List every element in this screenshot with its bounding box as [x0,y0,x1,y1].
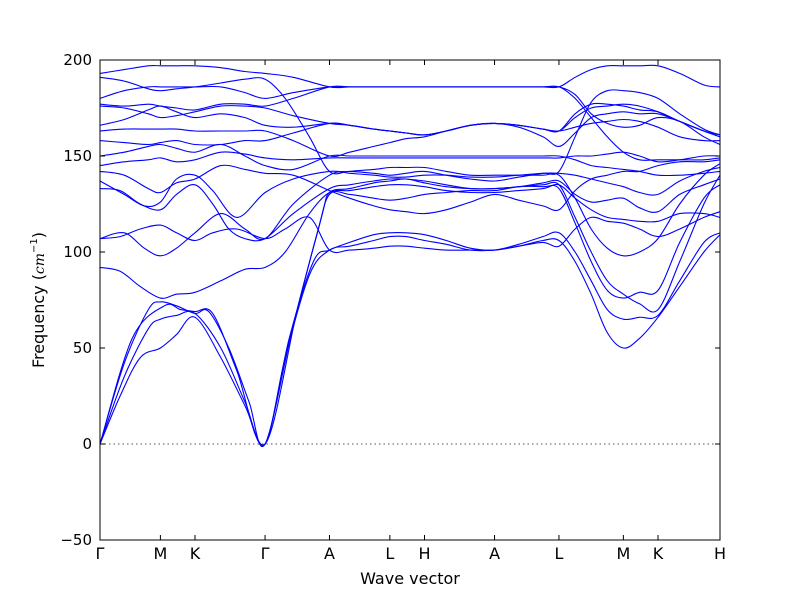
band-line-8 [99,178,721,242]
y-tick-label: 150 [63,147,92,165]
x-tick-label: Γ [261,544,270,563]
band-line-20 [99,64,721,89]
band-line-16 [99,102,721,138]
x-tick-label: H [418,544,430,563]
x-tick-label: Γ [96,544,105,563]
band-line-19 [99,76,721,182]
y-tick-label: 50 [73,339,92,357]
band-line-9 [99,166,721,218]
y-axis-label-suffix: ) [29,232,48,238]
x-tick-label: M [153,544,167,563]
x-tick-label: L [555,544,564,563]
band-line-4 [99,174,721,446]
x-tick-label: H [714,544,726,563]
x-tick-label: K [190,544,201,563]
x-tick-label: A [324,544,335,563]
band-line-10 [99,159,721,215]
x-axis-label: Wave vector [360,569,460,588]
y-tick-label: 0 [82,435,92,453]
y-tick-label: 200 [63,51,92,69]
x-tick-label: A [489,544,500,563]
y-axis-label-superscript: −1 [29,238,40,253]
x-tick-label: K [653,544,664,563]
band-line-5 [99,183,721,299]
x-tick-label: M [616,544,630,563]
band-line-6 [99,211,721,254]
y-axis-label-math: cm [32,253,48,274]
y-tick-label: −50 [60,531,92,549]
band-line-2 [99,231,721,447]
band-line-3 [99,184,721,448]
y-tick-label: 100 [63,243,92,261]
band-line-7 [99,163,721,257]
y-axis-label-prefix: Frequency ( [29,274,48,368]
band-line-12 [99,143,721,177]
plot-frame [99,59,721,541]
band-line-1 [99,234,721,446]
y-axis-label: Frequency (cm−1) [29,232,48,368]
x-tick-label: L [385,544,394,563]
axis-layer: −50 0 50 100 150 200 Γ M K Γ A L H A L M K H [60,51,726,563]
series-layer [99,64,721,448]
band-line-14 [99,111,721,157]
